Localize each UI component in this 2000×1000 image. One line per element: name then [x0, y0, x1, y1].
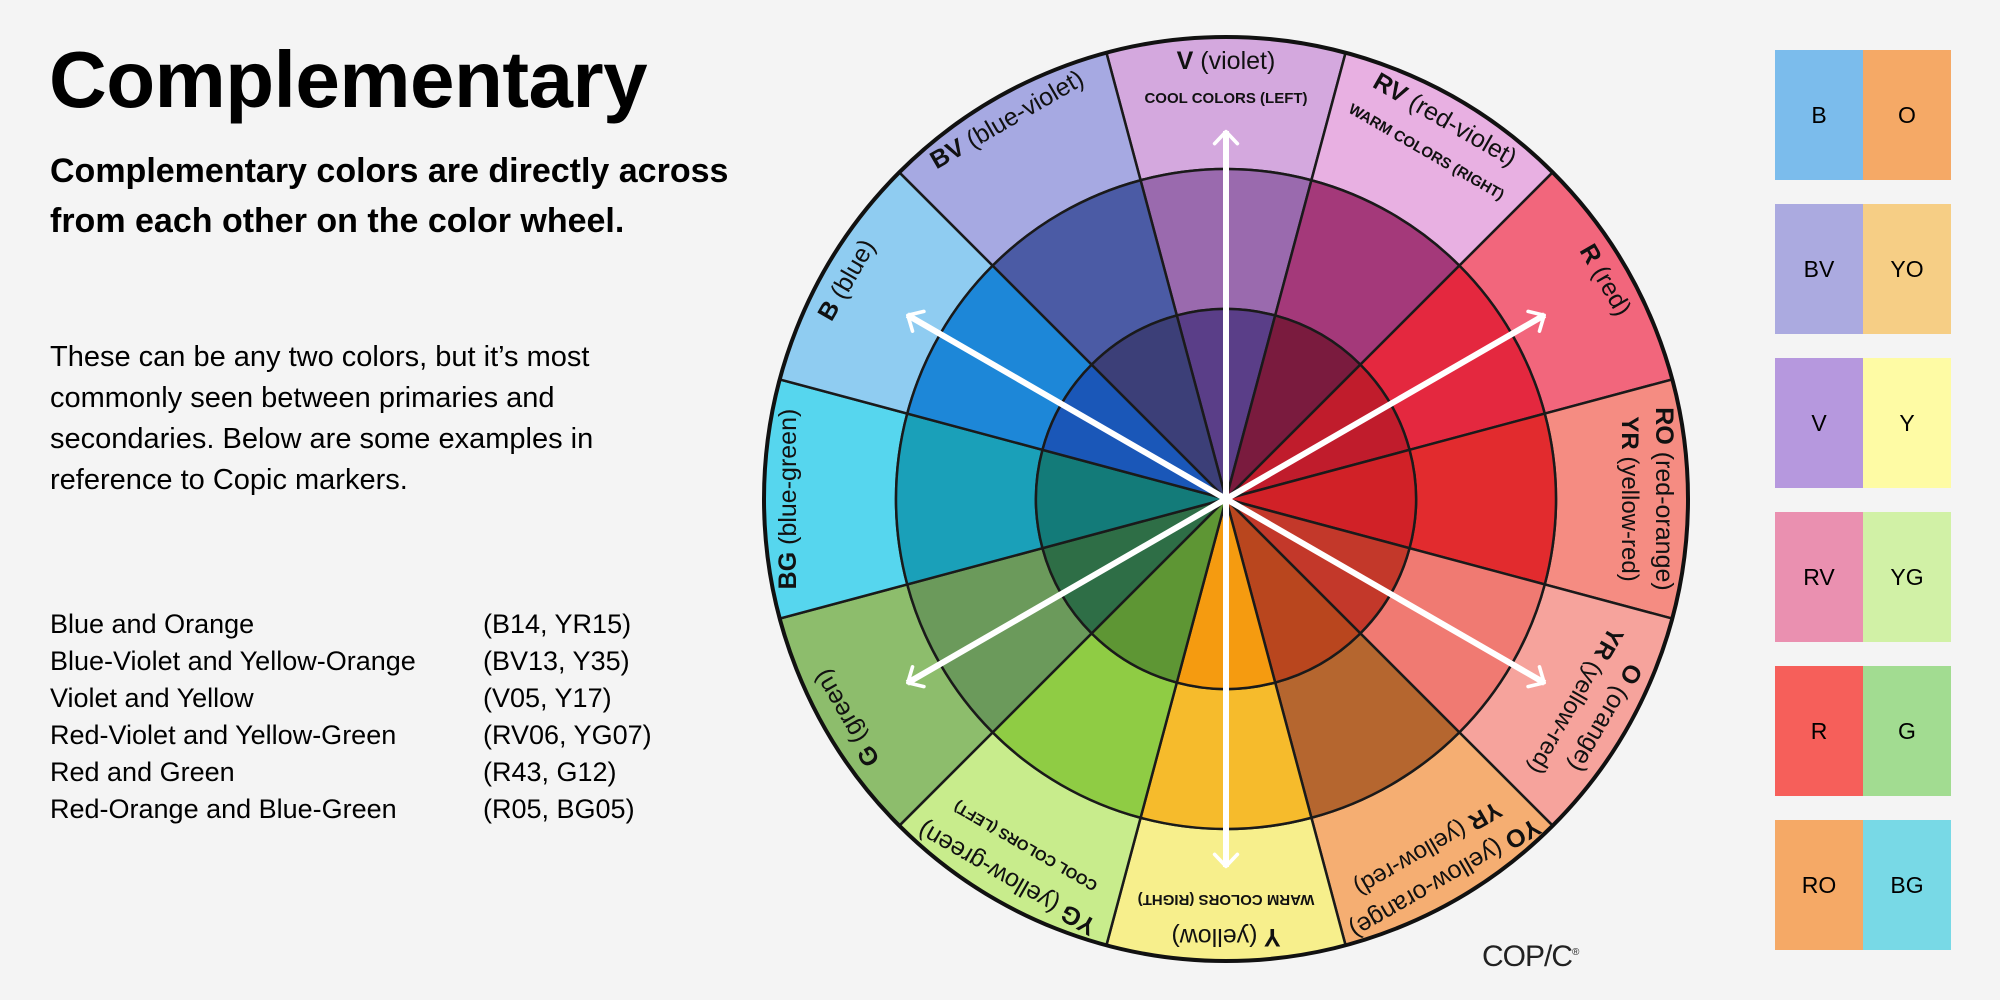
wheel-segment-yg-inner: [1089, 494, 1229, 685]
swatch-r: R: [1775, 666, 1863, 796]
wheel-segment-rv-inner: [1223, 313, 1363, 504]
pair-codes: (V05, Y17): [483, 683, 612, 713]
swatch-yg: YG: [1863, 512, 1951, 642]
list-item: Blue-Violet and Yellow-Orange (BV13, Y35): [50, 643, 652, 680]
wheel-sublabel-v: COOL COLORS (LEFT): [1144, 90, 1307, 107]
complement-arrow: [905, 496, 1228, 689]
page-title: Complementary: [49, 35, 648, 124]
wheel-segment-bg-inner: [1034, 448, 1231, 550]
complement-arrow: [1224, 496, 1547, 689]
swatch-rv: RV: [1775, 512, 1863, 642]
swatch-yo: YO: [1863, 204, 1951, 334]
pair-codes: (R05, BG05): [483, 794, 635, 824]
list-item: Red-Orange and Blue-Green (R05, BG05): [50, 791, 652, 828]
wheel-label-bg: BG (blue-green): [774, 409, 802, 590]
list-item: Violet and Yellow (V05, Y17): [50, 680, 652, 717]
swatch-o: O: [1863, 50, 1951, 180]
pair-codes: (RV06, YG07): [483, 720, 652, 750]
complement-arrow: [1224, 309, 1547, 502]
list-item: Red and Green (R43, G12): [50, 754, 652, 791]
complementary-pairs-list: Blue and Orange (B14, YR15) Blue-Violet a…: [50, 606, 652, 828]
swatch-pair: RV YG: [1775, 512, 1951, 642]
pair-name: Blue and Orange: [50, 609, 255, 639]
wheel-label-v: V (violet): [1177, 47, 1276, 75]
swatch-pair: BV YO: [1775, 204, 1951, 334]
copic-logo: COP/C®: [1482, 940, 1579, 973]
pair-name: Violet and Yellow: [50, 683, 254, 713]
pair-codes: (R43, G12): [483, 757, 617, 787]
wheel-outline: [762, 35, 1690, 963]
subtitle: Complementary colors are directly across…: [50, 152, 729, 240]
swatch-pair: RO BG: [1775, 820, 1951, 950]
swatch-y: Y: [1863, 358, 1951, 488]
wheel-segment-ro-inner: [1221, 448, 1418, 550]
pair-name: Red-Violet and Yellow-Green: [50, 720, 397, 750]
wheel-label-ro: RO (red-orange): [1650, 407, 1678, 590]
pair-codes: (BV13, Y35): [483, 646, 630, 676]
swatch-v: V: [1775, 358, 1863, 488]
swatch-panel: B O BV YO V Y RV YG R G RO BG: [1775, 50, 1951, 974]
swatch-g: G: [1863, 666, 1951, 796]
pair-name: Red and Green: [50, 757, 235, 787]
pair-name: Blue-Violet and Yellow-Orange: [50, 646, 416, 676]
wheel-segment-yo-inner: [1223, 494, 1363, 685]
wheel-segment-bv-inner: [1089, 313, 1229, 504]
swatch-bv: BV: [1775, 204, 1863, 334]
description-paragraph: These can be any two colors, but it’s mo…: [50, 341, 594, 496]
swatch-bg: BG: [1863, 820, 1951, 950]
complement-arrow: [905, 309, 1228, 502]
wheel-label-y: Y (yellow): [1171, 923, 1280, 951]
swatch-b: B: [1775, 50, 1863, 180]
swatch-ro: RO: [1775, 820, 1863, 950]
wheel-sublabel-y: WARM COLORS (RIGHT): [1138, 891, 1315, 908]
wheel-sublabel-ro: YR (yellow-red): [1616, 416, 1643, 581]
pair-name: Red-Orange and Blue-Green: [50, 794, 397, 824]
list-item: Blue and Orange (B14, YR15): [50, 606, 652, 643]
list-item: Red-Violet and Yellow-Green (RV06, YG07): [50, 717, 652, 754]
pair-codes: (B14, YR15): [483, 609, 632, 639]
